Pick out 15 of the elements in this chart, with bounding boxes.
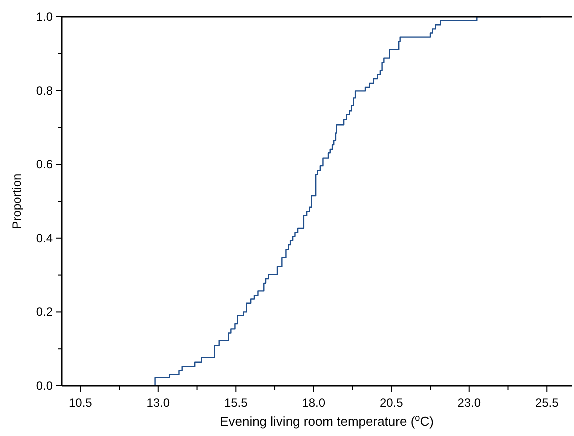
y-tick-label: 0.8 xyxy=(36,84,54,98)
x-axis-title: Evening living room temperature ($^{o}$C) xyxy=(220,413,434,429)
y-tick-label: 1.0 xyxy=(36,10,54,24)
y-tick-label: 0.2 xyxy=(36,305,54,320)
y-tick-label: 0.6 xyxy=(36,158,54,172)
x-tick-label: 25.5 xyxy=(535,396,560,410)
x-tick-label: 20.5 xyxy=(380,396,404,410)
x-tick-label: 18.0 xyxy=(302,396,326,410)
x-tick-label: 10.5 xyxy=(68,396,93,410)
y-tick-label: 0.4 xyxy=(36,231,54,246)
y-axis-title: Proportion xyxy=(10,174,24,230)
x-tick-label: 15.5 xyxy=(224,396,248,410)
x-tick-label: 23.0 xyxy=(458,396,482,410)
x-tick-label: 13.0 xyxy=(146,396,170,410)
y-tick-label: 0.0 xyxy=(36,379,54,393)
